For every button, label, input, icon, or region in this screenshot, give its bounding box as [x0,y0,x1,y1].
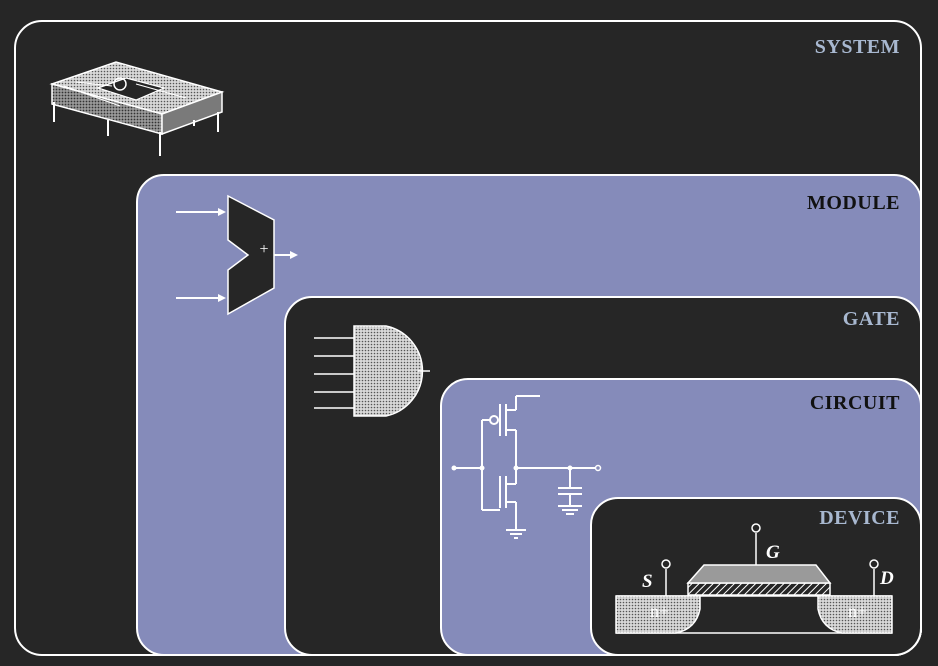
device-label: DEVICE [819,507,900,529]
source-region-label: n+ [650,601,669,621]
gate-terminal-label: G [766,542,780,563]
source-terminal-label: S [642,571,653,592]
adder-operator: + [259,241,268,258]
mosfet-cross-section: S G D n+ n+ [615,523,894,634]
drain-terminal-label: D [879,568,894,589]
and-gate-symbol [314,325,430,417]
adder-symbol: + [176,194,298,316]
device-level-panel: DEVICE S G D n+ n+ [590,497,922,656]
drain-region-label: n+ [848,601,867,621]
transistor-circuit-schematic [451,395,602,539]
circuit-label: CIRCUIT [809,392,900,414]
chip-package-illustration [49,61,225,156]
system-label: SYSTEM [814,36,900,58]
module-label: MODULE [807,192,900,214]
gate-label: GATE [842,308,900,330]
